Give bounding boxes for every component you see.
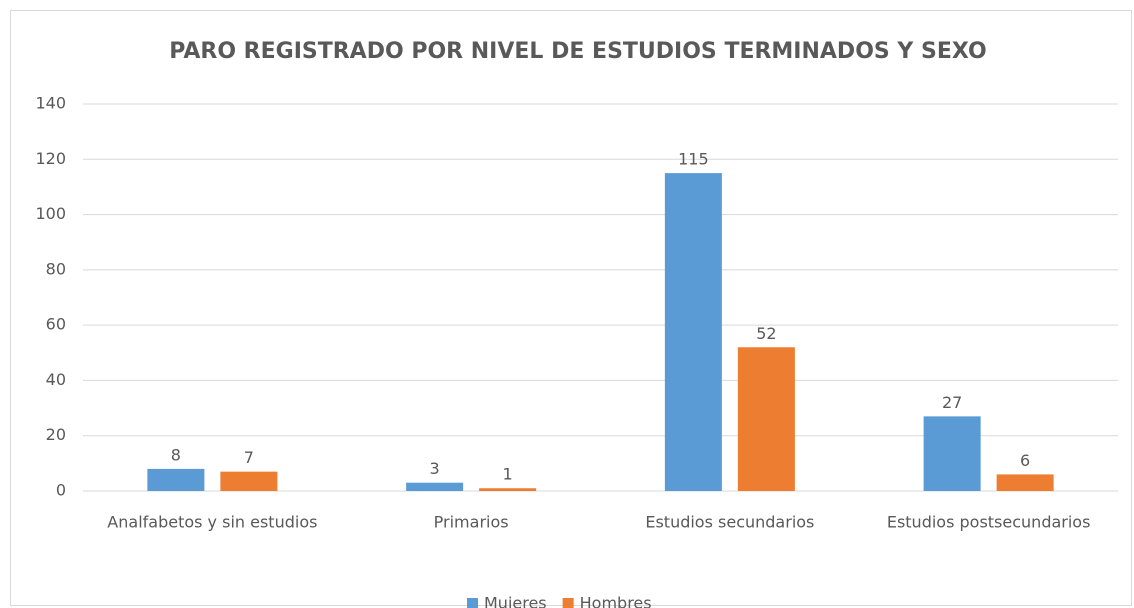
bar <box>479 488 537 491</box>
y-tick-label: 140 <box>35 94 66 113</box>
data-label: 6 <box>1020 451 1030 470</box>
x-tick-label: Primarios <box>434 513 509 532</box>
chart-border <box>10 10 1132 606</box>
bar <box>923 416 981 491</box>
y-tick-label: 0 <box>56 481 66 500</box>
x-tick-label: Estudios secundarios <box>645 513 814 532</box>
data-label: 8 <box>171 445 181 464</box>
bar <box>664 173 722 491</box>
y-tick-label: 60 <box>46 315 66 334</box>
bar <box>220 471 278 491</box>
bar <box>996 474 1054 491</box>
legend-label: Hombres <box>580 594 652 608</box>
x-tick-label: Analfabetos y sin estudios <box>107 513 317 532</box>
bar <box>406 482 464 491</box>
legend-swatch <box>562 598 574 608</box>
legend-swatch <box>467 598 478 608</box>
data-label: 52 <box>756 324 776 343</box>
bar <box>147 468 205 491</box>
data-label: 3 <box>430 459 440 478</box>
data-label: 1 <box>503 465 513 484</box>
data-label: 7 <box>244 448 254 467</box>
chart-title: PARO REGISTRADO POR NIVEL DE ESTUDIOS TE… <box>169 39 987 64</box>
y-tick-label: 20 <box>46 425 66 444</box>
bar <box>737 347 795 491</box>
y-tick-label: 100 <box>35 204 66 223</box>
legend-label: Mujeres <box>484 594 547 608</box>
y-tick-label: 40 <box>46 370 66 389</box>
data-label: 27 <box>942 393 962 412</box>
y-tick-label: 80 <box>46 259 66 278</box>
x-tick-label: Estudios postsecundarios <box>887 513 1091 532</box>
data-label: 115 <box>678 150 709 169</box>
y-tick-label: 120 <box>35 149 66 168</box>
